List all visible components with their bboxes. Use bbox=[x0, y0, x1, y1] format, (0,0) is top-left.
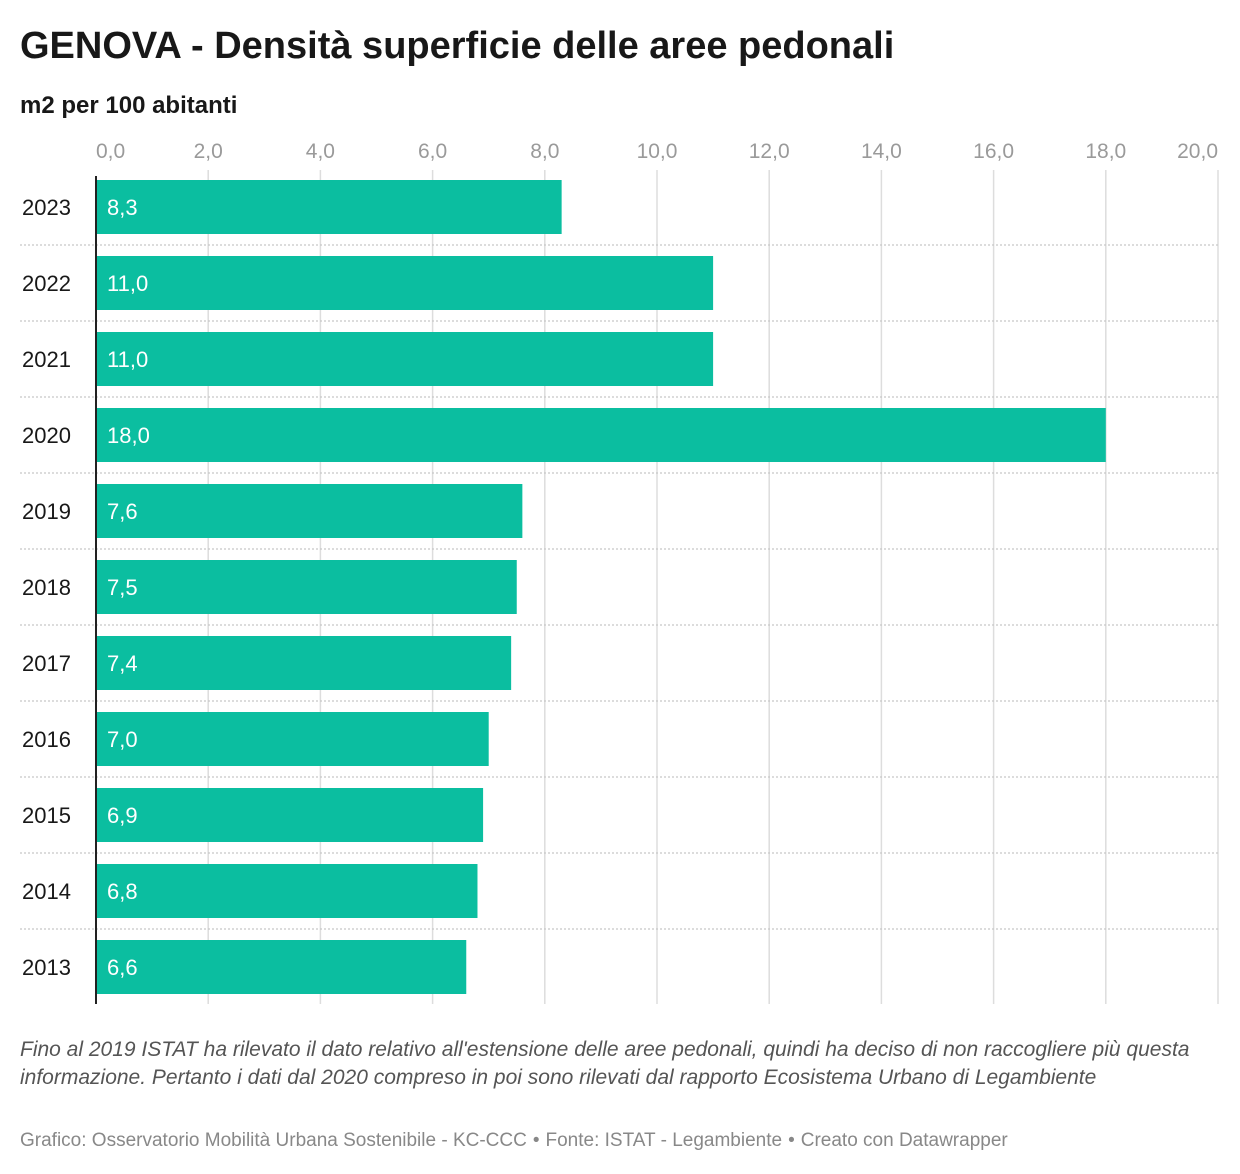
bar-value-label: 7,5 bbox=[107, 575, 138, 600]
category-label: 2017 bbox=[22, 651, 71, 676]
bar bbox=[96, 712, 489, 766]
bar bbox=[96, 332, 714, 386]
chart-credits: Grafico: Osservatorio Mobilità Urbana So… bbox=[20, 1127, 1008, 1155]
credit-tool: Creato con Datawrapper bbox=[800, 1130, 1008, 1151]
x-tick-label: 12,0 bbox=[749, 140, 790, 163]
x-tick-label: 2,0 bbox=[194, 140, 223, 163]
bar bbox=[96, 636, 512, 690]
credit-separator: • bbox=[788, 1130, 795, 1151]
x-tick-label: 4,0 bbox=[306, 140, 335, 163]
x-tick-label: 0,0 bbox=[96, 140, 125, 163]
bar-value-label: 7,6 bbox=[107, 499, 138, 524]
category-label: 2015 bbox=[22, 803, 71, 828]
category-label: 2018 bbox=[22, 575, 71, 600]
bar bbox=[96, 180, 562, 234]
bar-value-label: 7,0 bbox=[107, 727, 138, 752]
bar-value-label: 6,6 bbox=[107, 955, 138, 980]
bar bbox=[96, 408, 1106, 462]
bar bbox=[96, 484, 523, 538]
bar-value-label: 11,0 bbox=[107, 271, 148, 296]
x-tick-label: 20,0 bbox=[1177, 140, 1218, 163]
category-label: 2014 bbox=[22, 879, 71, 904]
category-label: 2020 bbox=[22, 423, 71, 448]
category-label: 2021 bbox=[22, 347, 71, 372]
credit-chart: Grafico: Osservatorio Mobilità Urbana So… bbox=[20, 1130, 527, 1151]
chart-subtitle: m2 per 100 abitanti bbox=[20, 92, 238, 119]
x-tick-label: 18,0 bbox=[1085, 140, 1126, 163]
category-label: 2016 bbox=[22, 727, 71, 752]
bar-value-label: 11,0 bbox=[107, 347, 148, 372]
x-tick-label: 10,0 bbox=[637, 140, 678, 163]
bar-value-label: 6,8 bbox=[107, 879, 138, 904]
x-tick-label: 8,0 bbox=[530, 140, 559, 163]
credit-source: Fonte: ISTAT - Legambiente bbox=[545, 1130, 783, 1151]
chart-title: GENOVA - Densità superficie delle aree p… bbox=[20, 25, 895, 67]
bar bbox=[96, 940, 467, 994]
x-tick-label: 14,0 bbox=[861, 140, 902, 163]
bar-chart: 0,0 2,0 4,0 6,0 8,0 10,0 12,0 14,0 16,0 18,0 20,0 2… bbox=[20, 140, 1219, 1004]
bar bbox=[96, 788, 484, 842]
bar bbox=[96, 560, 517, 614]
bar bbox=[96, 864, 478, 918]
chart-note: Fino al 2019 ISTAT ha rilevato il dato r… bbox=[20, 1038, 1190, 1089]
bar-value-label: 18,0 bbox=[107, 423, 150, 448]
x-tick-label: 16,0 bbox=[973, 140, 1014, 163]
bar bbox=[96, 256, 714, 310]
category-label: 2022 bbox=[22, 271, 71, 296]
x-tick-label: 6,0 bbox=[418, 140, 447, 163]
category-label: 2023 bbox=[22, 195, 71, 220]
category-label: 2013 bbox=[22, 955, 71, 980]
bar-value-label: 6,9 bbox=[107, 803, 138, 828]
bar-value-label: 7,4 bbox=[107, 651, 138, 676]
category-label: 2019 bbox=[22, 499, 71, 524]
credit-separator: • bbox=[532, 1130, 540, 1151]
bar-value-label: 8,3 bbox=[107, 195, 138, 220]
